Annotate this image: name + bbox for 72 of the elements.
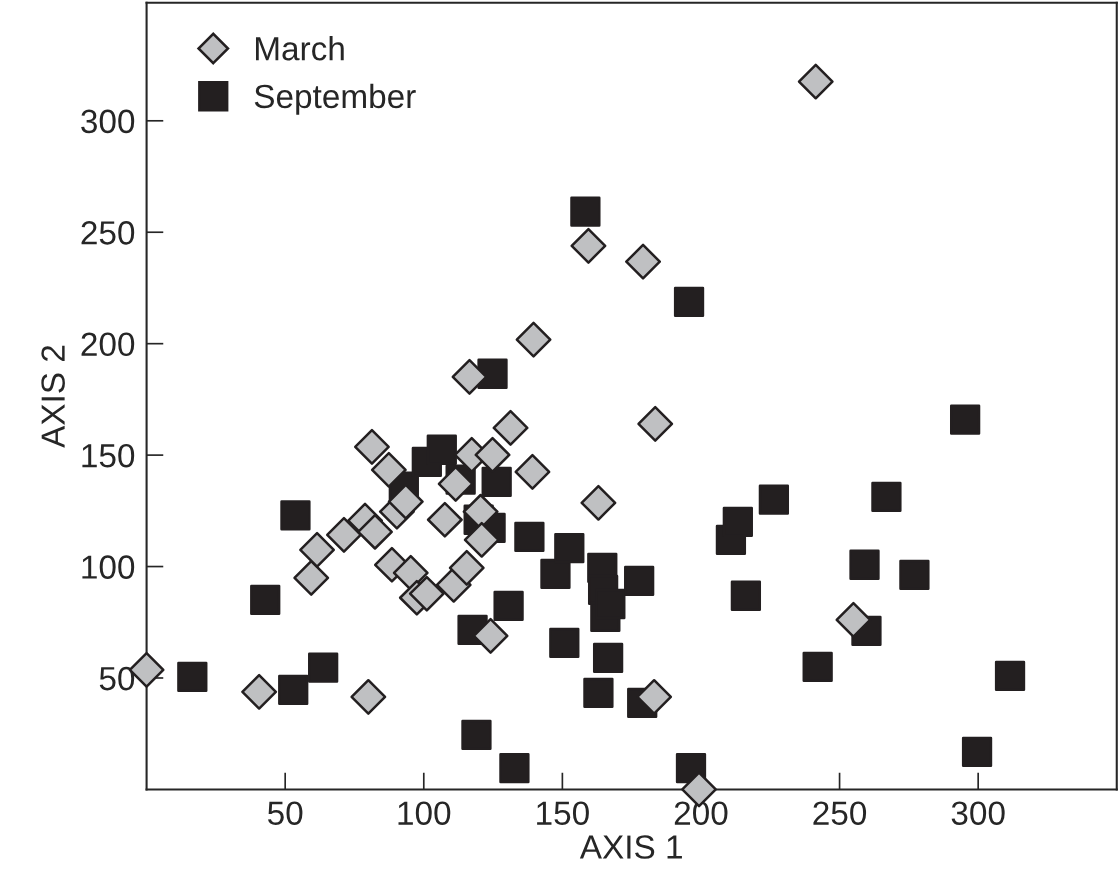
point (514, 453, 551, 490)
point (499, 752, 530, 784)
point (580, 484, 617, 521)
point (549, 627, 580, 658)
point (350, 678, 387, 715)
point (636, 678, 673, 715)
point (592, 642, 624, 674)
point (461, 719, 492, 750)
point (950, 404, 981, 435)
point (570, 196, 601, 227)
point (570, 227, 607, 264)
point (481, 466, 512, 497)
y-tick-label: 300 (81, 109, 135, 134)
point (673, 286, 705, 317)
point (758, 484, 790, 515)
x-tick-label: 50 (267, 801, 303, 826)
point (835, 601, 872, 638)
point (540, 558, 571, 590)
point (280, 500, 311, 531)
point (583, 677, 614, 709)
point (797, 63, 834, 100)
point (357, 513, 393, 550)
y-tick-label: 100 (82, 555, 135, 579)
y-tick-label: 250 (81, 221, 135, 245)
x-tick-label: 250 (813, 801, 867, 826)
point (278, 674, 309, 705)
point (426, 501, 463, 538)
point (515, 321, 552, 358)
point (802, 651, 833, 682)
point (463, 521, 500, 558)
point (961, 736, 993, 768)
point (994, 660, 1026, 692)
x-tick-label: 200 (674, 801, 728, 826)
point (241, 673, 278, 710)
x-tick-label: 150 (537, 801, 589, 826)
point (353, 428, 390, 465)
point (387, 483, 424, 520)
x-tick-label: 100 (398, 801, 451, 826)
point (451, 358, 488, 395)
point (637, 405, 674, 442)
point (899, 559, 930, 590)
point (177, 661, 208, 693)
point (730, 580, 762, 611)
point (293, 559, 330, 596)
point (492, 409, 529, 446)
point (426, 434, 457, 465)
point (250, 584, 281, 616)
point (392, 554, 429, 591)
point (625, 243, 662, 280)
point (308, 652, 339, 683)
y-tick-label: 150 (82, 443, 135, 468)
point (493, 590, 524, 621)
point (474, 436, 511, 473)
point (514, 521, 545, 553)
point (472, 617, 509, 654)
point (624, 565, 655, 596)
point (325, 516, 362, 553)
x-tick-label: 300 (951, 801, 1005, 826)
x-axis-title: AXIS 1 (579, 835, 682, 859)
point (370, 451, 407, 488)
point (299, 531, 336, 568)
y-tick-label: 200 (81, 332, 135, 357)
point (408, 575, 445, 612)
point (871, 481, 902, 512)
legend-label: March (255, 36, 344, 61)
point (448, 549, 485, 586)
point (554, 532, 585, 564)
point (849, 549, 880, 580)
y-axis-title: AXIS 2 (41, 345, 65, 448)
point (722, 506, 753, 538)
legend-label: September (254, 83, 416, 115)
y-tick-label: 50 (99, 666, 135, 691)
